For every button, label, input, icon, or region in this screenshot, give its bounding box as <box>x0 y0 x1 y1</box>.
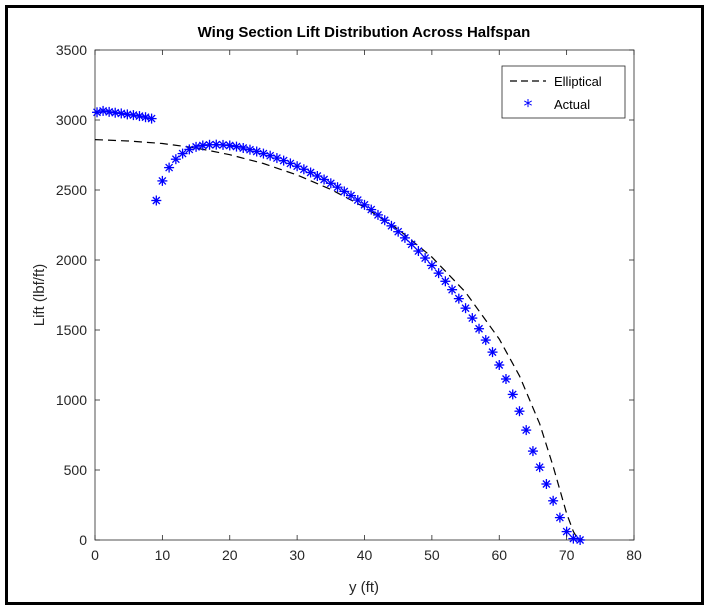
series-actual-point <box>440 276 451 287</box>
series-actual-point <box>140 112 151 123</box>
series-actual-point <box>453 293 464 304</box>
series-actual-point <box>134 111 145 122</box>
series-actual-point <box>433 268 444 279</box>
legend-actual-swatch: * <box>524 96 533 117</box>
series-actual-point <box>507 389 518 400</box>
series-actual-point <box>561 526 572 537</box>
series-actual-point <box>151 195 162 206</box>
x-tick-label: 50 <box>424 547 440 563</box>
y-tick-label: 1500 <box>56 322 87 338</box>
series-actual-point <box>521 425 532 436</box>
series-actual-point <box>568 533 579 544</box>
series-actual-point <box>359 199 370 210</box>
y-tick-label: 3000 <box>56 112 87 128</box>
series-actual-point <box>487 347 498 358</box>
chart-marks <box>92 105 586 545</box>
series-actual-point <box>494 360 505 370</box>
series-actual-point <box>406 239 417 250</box>
series-elliptical-line <box>94 139 584 541</box>
legend-box <box>501 65 626 119</box>
y-axis-label: Lift (lbf/ft) <box>31 264 48 327</box>
series-actual-point <box>346 190 357 201</box>
series-actual-point <box>251 146 262 157</box>
series-actual-point <box>191 141 202 152</box>
series-actual-point <box>420 253 431 264</box>
series-actual-point <box>332 182 343 193</box>
series-actual-point <box>467 313 478 324</box>
y-tick-label: 0 <box>79 532 87 548</box>
y-tick-label: 2000 <box>56 252 87 268</box>
series-actual-point <box>393 226 404 237</box>
series-actual-point <box>372 209 383 220</box>
series-actual-point <box>170 154 181 165</box>
series-actual-point <box>366 204 377 215</box>
chart-title: Wing Section Lift Distribution Across Ha… <box>198 24 531 41</box>
series-actual-point <box>460 303 471 314</box>
legend: Elliptical * Actual <box>501 65 626 119</box>
y-tick-label: 1000 <box>56 392 87 408</box>
y-tick-label: 2500 <box>56 182 87 198</box>
x-axis-label: y (ft) <box>349 579 379 596</box>
series-actual-point <box>197 140 208 151</box>
series-actual-point <box>379 215 390 226</box>
series-actual-point <box>128 110 139 121</box>
series-actual-point <box>177 148 188 159</box>
series-actual-point <box>399 232 410 243</box>
series-actual-point <box>474 323 485 334</box>
series-actual-point <box>514 406 525 417</box>
x-tick-label: 80 <box>626 547 642 563</box>
series-actual-point <box>339 186 350 197</box>
series-actual-point <box>575 535 586 545</box>
series-actual-point <box>548 495 559 506</box>
series-actual-point <box>325 178 336 189</box>
series-actual-point <box>413 246 424 257</box>
legend-actual-label: Actual <box>554 97 590 112</box>
series-actual-point <box>534 462 545 473</box>
y-tick-label: 500 <box>64 462 88 478</box>
series-actual-point <box>480 335 491 346</box>
series-actual-point <box>92 107 103 118</box>
series-actual-point <box>527 446 538 457</box>
x-tick-label: 60 <box>491 547 507 563</box>
series-actual-point <box>541 479 552 489</box>
series-actual-point <box>157 175 168 186</box>
series-actual-point <box>386 220 397 231</box>
series-actual-point <box>231 141 242 152</box>
series-actual-point <box>116 108 127 119</box>
series-actual-point <box>146 113 157 124</box>
series-actual-point <box>244 144 255 155</box>
x-tick-label: 40 <box>357 547 373 563</box>
y-tick-label: 3500 <box>56 42 87 58</box>
plot-area <box>94 49 635 541</box>
series-actual-point <box>258 148 269 159</box>
series-actual-point <box>352 195 363 206</box>
series-actual-point <box>500 374 511 384</box>
series-actual-point <box>98 105 109 116</box>
series-actual-point <box>447 284 458 295</box>
series-actual-point <box>164 162 175 173</box>
chart-ticks: 0 10 20 30 40 50 60 70 80 0 500 1000 1500 2000 2500 300… <box>56 42 642 563</box>
series-actual-point <box>319 174 330 185</box>
series-actual-point <box>238 143 249 153</box>
legend-elliptical-label: Elliptical <box>554 74 602 89</box>
series-actual-point <box>554 512 565 523</box>
x-tick-label: 10 <box>155 547 171 563</box>
x-tick-label: 30 <box>289 547 305 563</box>
x-tick-label: 0 <box>91 547 99 563</box>
series-actual-point <box>224 140 235 151</box>
x-tick-label: 20 <box>222 547 238 563</box>
series-actual-point <box>426 260 437 271</box>
x-tick-label: 70 <box>559 547 575 563</box>
